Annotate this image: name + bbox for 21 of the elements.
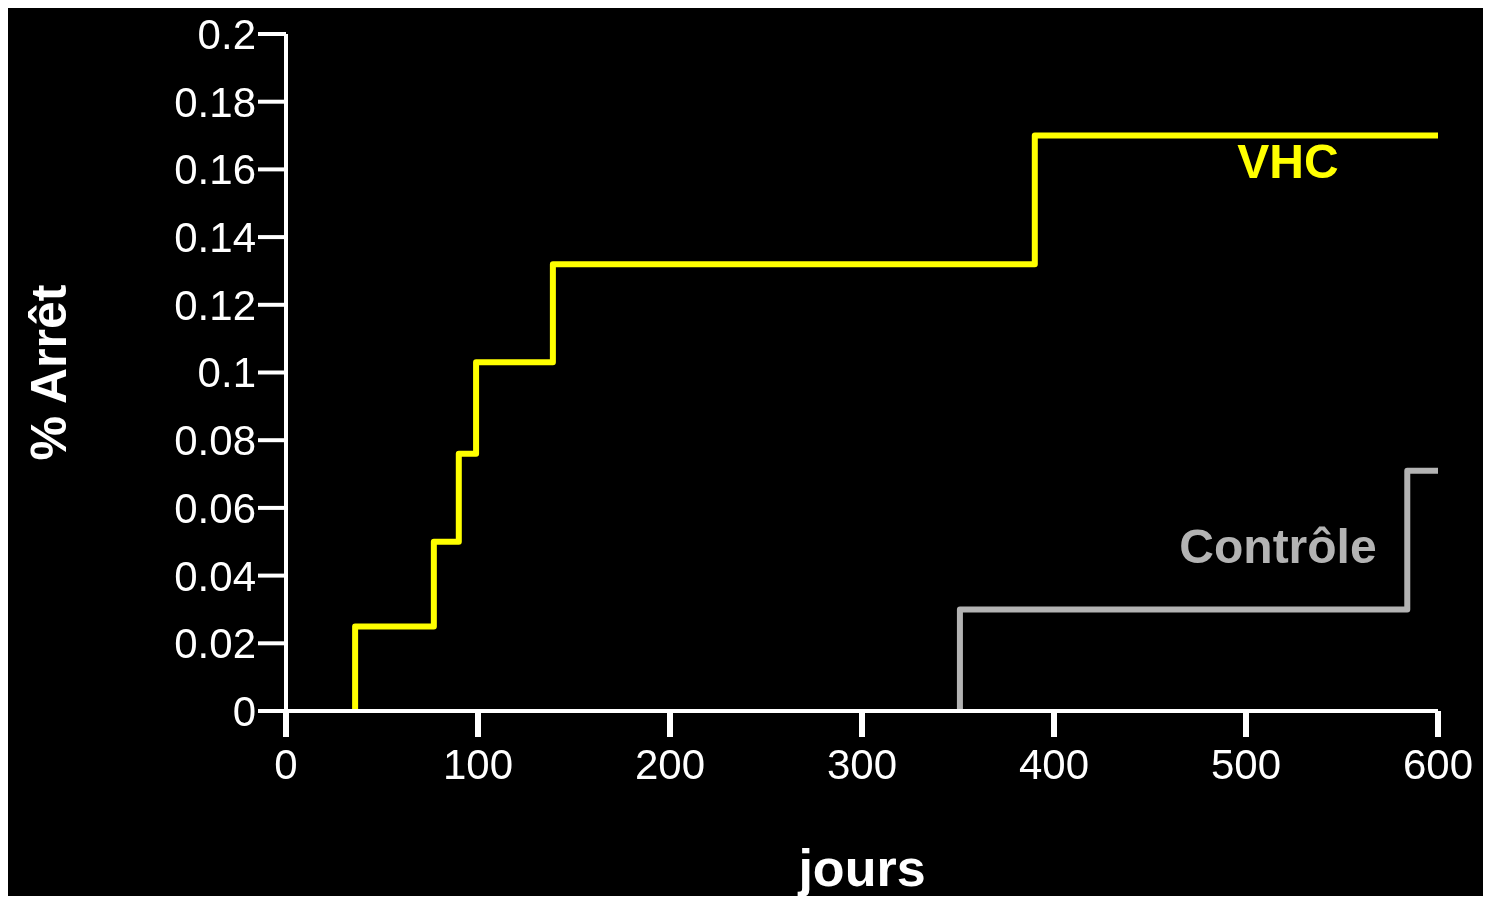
y-tick-label: 0.02 [174,620,256,668]
y-tick-label: 0.04 [174,552,256,600]
x-tick-label: 300 [826,740,898,788]
x-tick-label: 0 [274,740,298,788]
series-label: Contrôle [1179,519,1377,573]
x-tick-label: 100 [442,740,514,788]
y-tick-label: 0.2 [197,10,256,58]
y-tick-label: 0.12 [174,281,256,329]
y-tick-label: 0.18 [174,78,256,126]
y-tick-label: 0.16 [174,146,256,194]
y-axis-title: % Arrêt [20,284,77,461]
y-tick-label: 0.06 [174,484,256,532]
y-tick-label: 0 [232,687,256,735]
series-label: VHC [1237,134,1339,188]
x-tick-label: 600 [1402,740,1474,788]
x-tick-label: 200 [634,740,706,788]
y-tick-label: 0.1 [197,349,256,397]
y-tick-label: 0.08 [174,417,256,465]
x-tick-label: 400 [1018,740,1090,788]
x-tick-label: 500 [1210,740,1282,788]
y-tick-label: 0.14 [174,214,256,262]
